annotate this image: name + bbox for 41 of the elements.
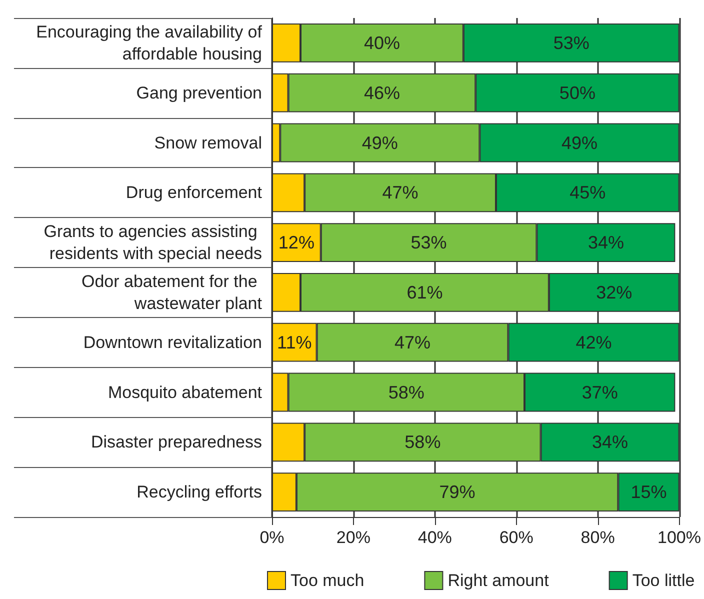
legend-label: Too little <box>632 571 695 590</box>
data-label: 58% <box>404 432 441 452</box>
data-label: 50% <box>559 82 596 103</box>
y-tick-label: Gang prevention <box>136 83 262 102</box>
legend-label: Too much <box>290 571 364 590</box>
data-label: 79% <box>439 482 476 502</box>
legend-label: Right amount <box>448 571 550 590</box>
data-label: 61% <box>406 282 443 302</box>
data-label: 47% <box>394 332 431 352</box>
x-tick-label: 20% <box>336 528 370 547</box>
y-tick-label: Disaster preparedness <box>90 432 262 452</box>
y-tick-label: Odor abatement for the wastewater plant <box>82 272 262 313</box>
x-tick-label: 60% <box>499 528 534 547</box>
y-tick-label: Snow removal <box>154 133 262 152</box>
data-label: 49% <box>362 132 398 153</box>
data-label: 12% <box>278 232 314 253</box>
data-label: 40% <box>364 32 400 53</box>
data-label: 37% <box>582 382 618 402</box>
data-label: 46% <box>364 82 400 103</box>
data-label: 45% <box>570 182 606 203</box>
x-tick-label: 100% <box>658 528 702 547</box>
y-tick-label: Grants to agencies assisting residents with special needs <box>44 222 262 264</box>
y-tick-label: Encouraging the availability of affordable housing <box>36 22 262 64</box>
x-tick-label: 0% <box>260 528 284 547</box>
y-tick-label: Recycling efforts <box>136 482 262 502</box>
data-label: 58% <box>388 382 424 402</box>
x-tick-label: 40% <box>418 528 452 547</box>
data-label: 53% <box>553 32 590 53</box>
data-label: 34% <box>588 232 624 253</box>
data-label: 47% <box>382 182 418 203</box>
data-label: 49% <box>561 132 598 153</box>
data-label: 42% <box>576 332 612 352</box>
data-label: 34% <box>592 432 628 452</box>
data-label: 32% <box>596 282 632 302</box>
y-tick-label: Mosquito abatement <box>108 382 262 402</box>
data-label: 53% <box>410 232 447 253</box>
y-tick-label: Downtown revitalization <box>83 332 262 352</box>
data-label: 15% <box>630 482 667 502</box>
y-tick-label: Drug enforcement <box>126 183 262 202</box>
data-label: 11% <box>277 332 312 352</box>
x-tick-label: 80% <box>580 528 615 547</box>
